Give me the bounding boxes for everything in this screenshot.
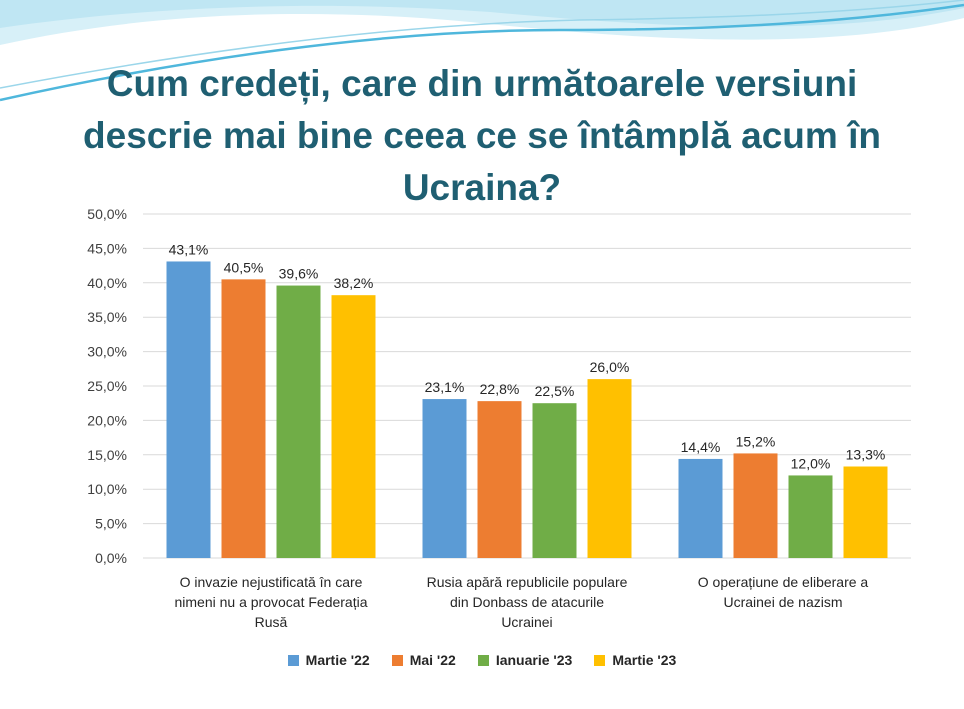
- bar: [166, 261, 211, 558]
- bar: [587, 379, 632, 558]
- category-label: O invazie nejustificată în care: [180, 574, 363, 590]
- page-title: Cum credeți, care din următoarele versiu…: [83, 63, 881, 208]
- legend-label: Martie '22: [305, 652, 370, 668]
- banner-wave-mid: [0, 0, 964, 28]
- data-label: 26,0%: [590, 359, 630, 375]
- legend-swatch: [477, 654, 489, 666]
- chart-legend: Martie '22 Mai '22 Ianuarie '23 Martie '23: [0, 652, 964, 668]
- bar: [733, 453, 778, 558]
- legend-item: Mai '22: [391, 652, 456, 668]
- y-tick-label: 5,0%: [95, 516, 127, 532]
- data-label: 43,1%: [169, 241, 209, 257]
- y-tick-label: 30,0%: [87, 344, 127, 360]
- decorative-wave-banner: [0, 0, 964, 102]
- y-tick-label: 40,0%: [87, 275, 127, 291]
- y-tick-label: 25,0%: [87, 378, 127, 394]
- banner-wave-accent-2: [0, 0, 964, 89]
- data-label: 39,6%: [279, 266, 319, 282]
- data-label: 15,2%: [736, 433, 776, 449]
- category-label: Rusă: [255, 614, 288, 630]
- legend-swatch: [287, 654, 299, 666]
- bar: [331, 295, 376, 558]
- data-label: 12,0%: [791, 455, 831, 471]
- category-label: din Donbass de atacurile: [450, 594, 604, 610]
- bar: [477, 401, 522, 558]
- bar: [276, 285, 321, 558]
- data-label: 14,4%: [681, 439, 721, 455]
- legend-swatch: [391, 654, 403, 666]
- category-label: O operațiune de eliberare a: [698, 574, 869, 590]
- bar-chart: 0,0% 5,0% 10,0% 15,0% 20,0% 25,0% 30,0% 35,0% 40…: [87, 206, 911, 630]
- y-tick-label: 0,0%: [95, 550, 127, 566]
- data-label: 40,5%: [224, 259, 264, 275]
- bar: [221, 279, 266, 558]
- data-label: 13,3%: [846, 446, 886, 462]
- y-tick-label: 45,0%: [87, 240, 127, 256]
- category-label: Ucrainei: [501, 614, 552, 630]
- legend-label: Mai '22: [409, 652, 456, 668]
- bar: [843, 466, 888, 558]
- y-tick-label: 50,0%: [87, 206, 127, 222]
- legend-label: Martie '23: [612, 652, 677, 668]
- y-tick-label: 10,0%: [87, 481, 127, 497]
- bar: [532, 403, 577, 558]
- category-label: Rusia apără republicile populare: [427, 574, 628, 590]
- banner-wave-accent: [0, 3, 964, 102]
- legend-item: Martie '22: [287, 652, 370, 668]
- y-tick-label: 35,0%: [87, 309, 127, 325]
- legend-label: Ianuarie '23: [495, 652, 573, 668]
- data-label: 22,5%: [535, 383, 575, 399]
- data-label: 22,8%: [480, 381, 520, 397]
- data-label: 23,1%: [425, 379, 465, 395]
- legend-item: Martie '23: [594, 652, 676, 668]
- category-label: nimeni nu a provocat Federația: [175, 594, 368, 610]
- bar: [678, 458, 723, 558]
- bar: [422, 399, 467, 558]
- data-label: 38,2%: [334, 275, 374, 291]
- y-tick-label: 20,0%: [87, 412, 127, 428]
- legend-swatch: [594, 654, 606, 666]
- bar: [788, 475, 833, 558]
- legend-item: Ianuarie '23: [477, 652, 573, 668]
- y-tick-label: 15,0%: [87, 447, 127, 463]
- category-label: Ucrainei de nazism: [723, 594, 842, 610]
